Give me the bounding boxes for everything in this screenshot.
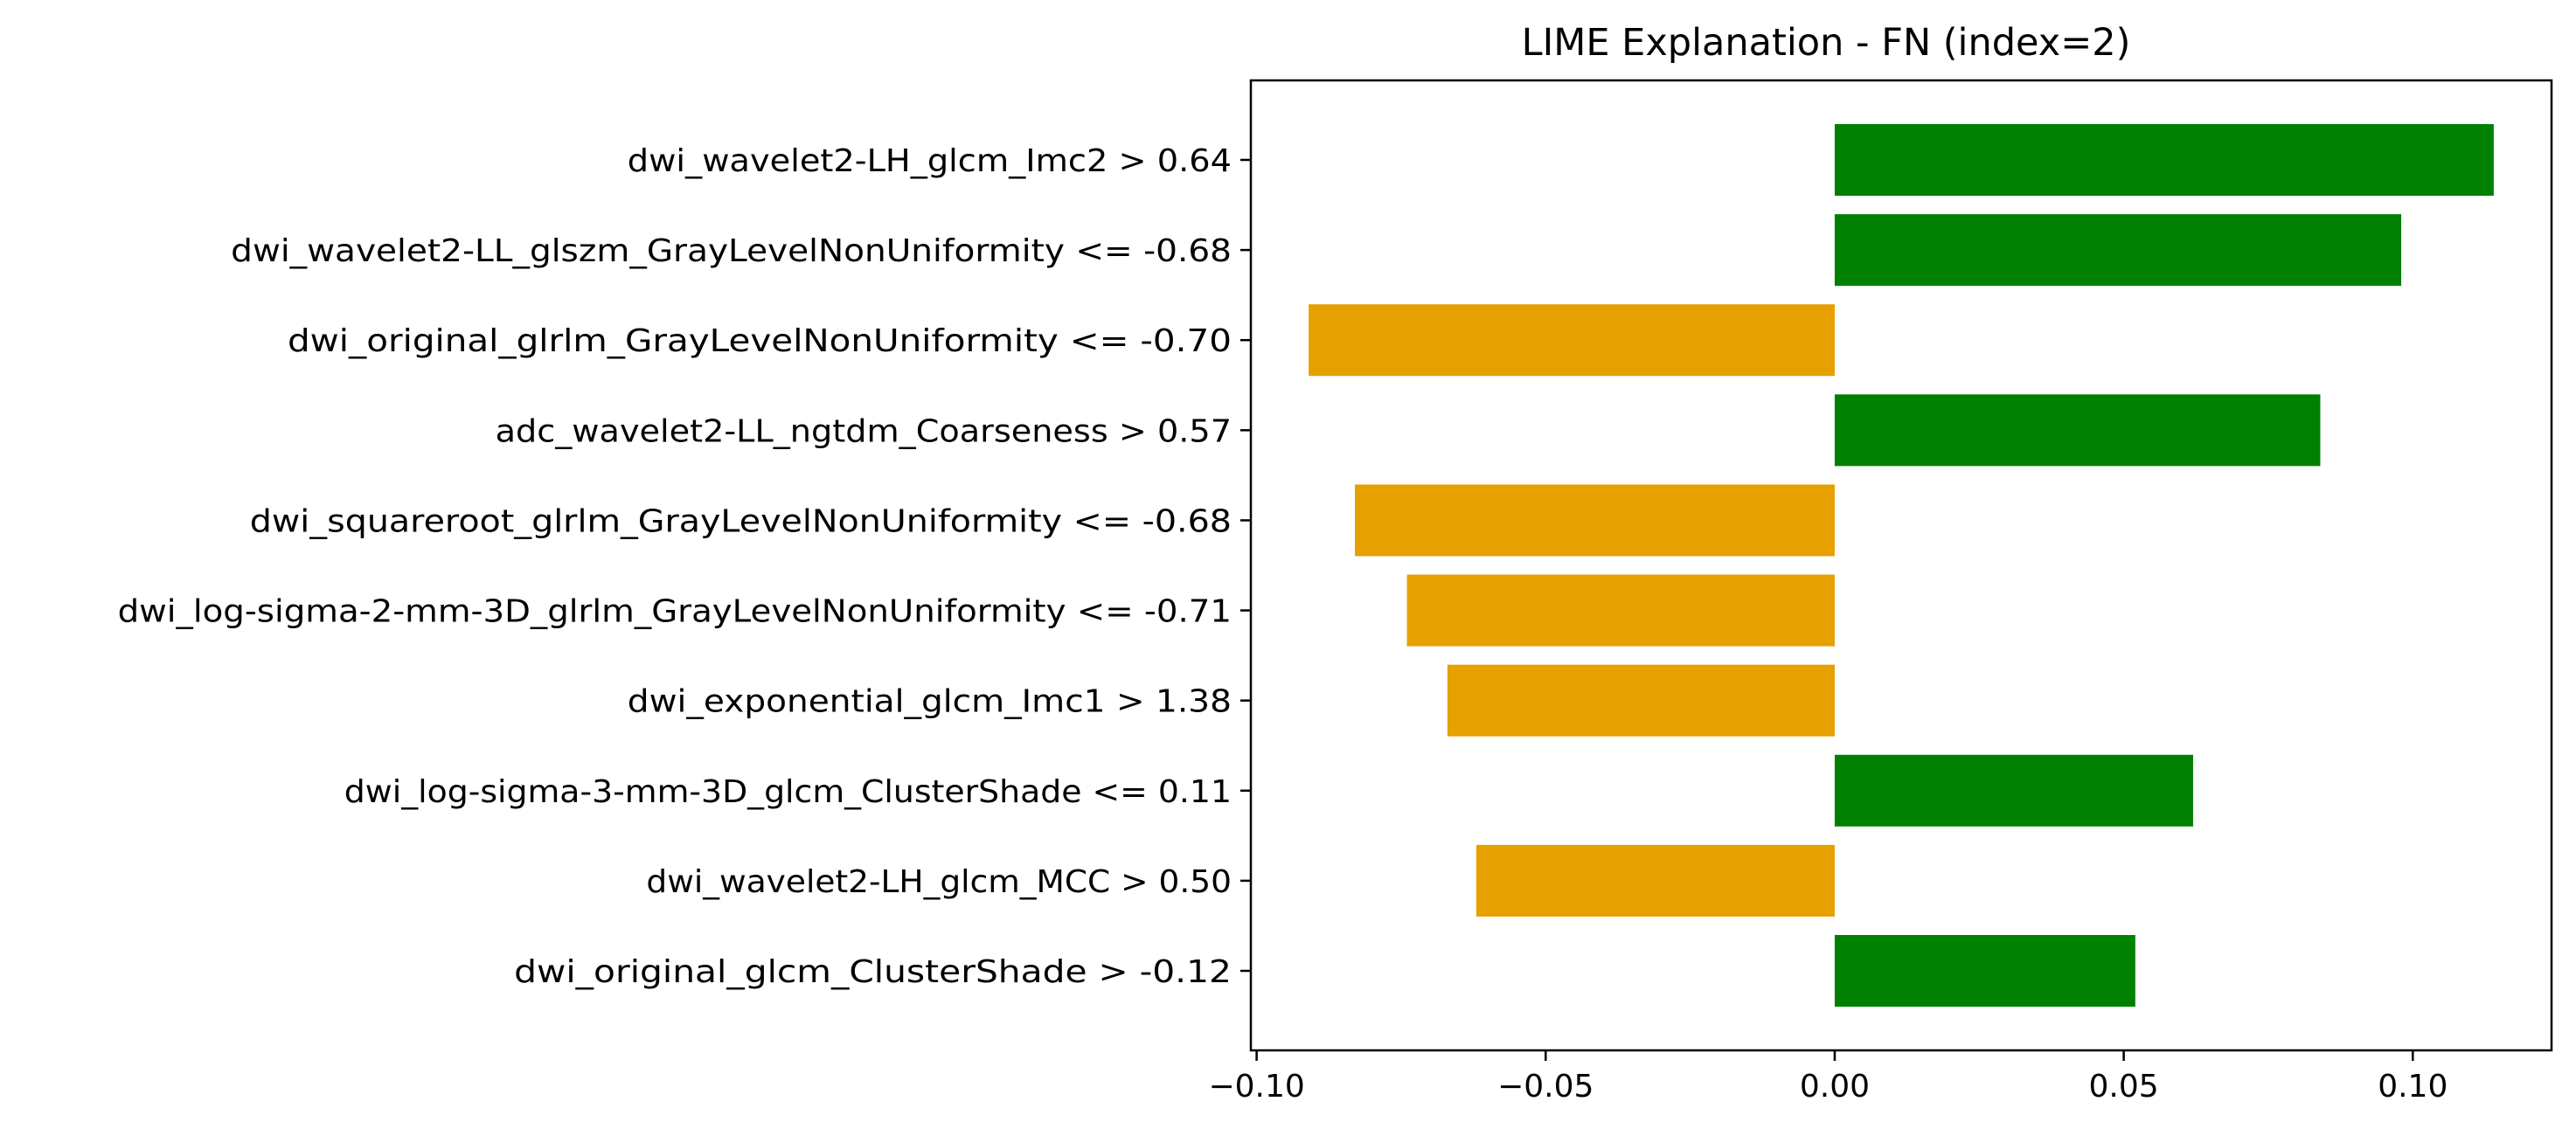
bar: [1406, 574, 1835, 647]
bars-layer: [1309, 124, 2494, 1007]
chart-title: LIME Explanation - FN (index=2): [1522, 21, 2131, 65]
bar: [1309, 304, 1835, 377]
bar: [1834, 394, 2321, 467]
y-tick-label: dwi_wavelet2-LH_glcm_Imc2 > 0.64: [628, 143, 1232, 179]
y-tick-label: dwi_wavelet2-LL_glszm_GrayLevelNonUnifor…: [231, 233, 1232, 269]
y-tick-label: adc_wavelet2-LL_ngtdm_Coarseness > 0.57: [496, 413, 1232, 449]
y-tick-label: dwi_original_glrlm_GrayLevelNonUniformit…: [288, 323, 1232, 359]
x-axis: −0.10 −0.05 0.00 0.05 0.10: [1208, 1050, 2448, 1105]
bar: [1834, 124, 2494, 196]
y-tick-label: dwi_squareroot_glrlm_GrayLevelNonUniform…: [250, 503, 1232, 539]
x-tick-label: 0.10: [2378, 1069, 2448, 1105]
plot-frame: [1249, 79, 2553, 1052]
bar: [1355, 484, 1835, 557]
bar: [1475, 844, 1835, 917]
y-tick-label: dwi_wavelet2-LH_glcm_MCC > 0.50: [646, 864, 1232, 900]
y-tick-label: dwi_log-sigma-3-mm-3D_glcm_ClusterShade …: [344, 774, 1232, 810]
x-tick-label: −0.10: [1208, 1069, 1304, 1105]
x-tick-label: −0.05: [1497, 1069, 1594, 1105]
x-tick-label: 0.00: [1800, 1069, 1870, 1105]
bar: [1834, 935, 2135, 1007]
y-tick-label: dwi_original_glcm_ClusterShade > -0.12: [514, 954, 1232, 990]
bar: [1834, 754, 2193, 827]
y-axis: dwi_wavelet2-LH_glcm_Imc2 > 0.64 dwi_wave…: [118, 143, 1251, 990]
y-tick-label: dwi_log-sigma-2-mm-3D_glrlm_GrayLevelNon…: [118, 594, 1232, 630]
bar: [1834, 214, 2402, 287]
bar: [1447, 664, 1835, 737]
x-tick-label: 0.05: [2089, 1069, 2159, 1105]
y-tick-label: dwi_exponential_glcm_Imc1 > 1.38: [628, 684, 1232, 720]
